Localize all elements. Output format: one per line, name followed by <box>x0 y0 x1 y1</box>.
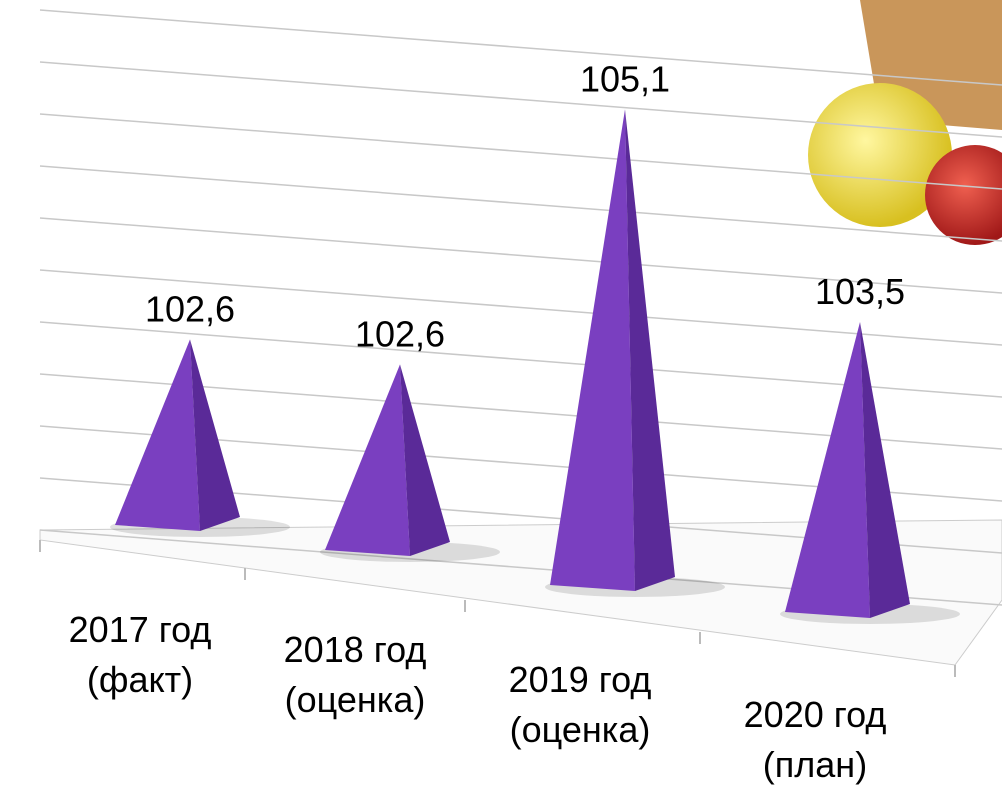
bar <box>785 322 870 618</box>
bar <box>325 364 410 556</box>
grid-line <box>39 113 1002 190</box>
data-label: 102,6 <box>145 288 235 329</box>
data-label: 103,5 <box>815 271 905 312</box>
x-tick-label: 2018 год (оценка) <box>283 629 427 720</box>
x-tick-label: 2019 год (оценка) <box>508 659 652 750</box>
grid-line <box>39 9 1002 86</box>
bar-side <box>860 322 910 618</box>
bar-side <box>400 364 450 556</box>
grid-line <box>39 61 1002 138</box>
bar-side <box>625 109 675 592</box>
grid-line <box>39 321 1002 398</box>
data-label: 105,1 <box>580 58 670 99</box>
grid-line <box>39 217 1002 294</box>
bar <box>550 109 635 592</box>
x-tick-label: 2017 год (факт) <box>68 609 212 700</box>
grid-line <box>39 165 1002 242</box>
data-label: 102,6 <box>355 313 445 354</box>
bar <box>115 339 200 531</box>
x-tick-label: 2020 год (план) <box>743 694 887 785</box>
fruit-basket-decoration <box>808 0 1002 245</box>
bar-side <box>190 339 240 531</box>
grid-line <box>39 269 1002 346</box>
